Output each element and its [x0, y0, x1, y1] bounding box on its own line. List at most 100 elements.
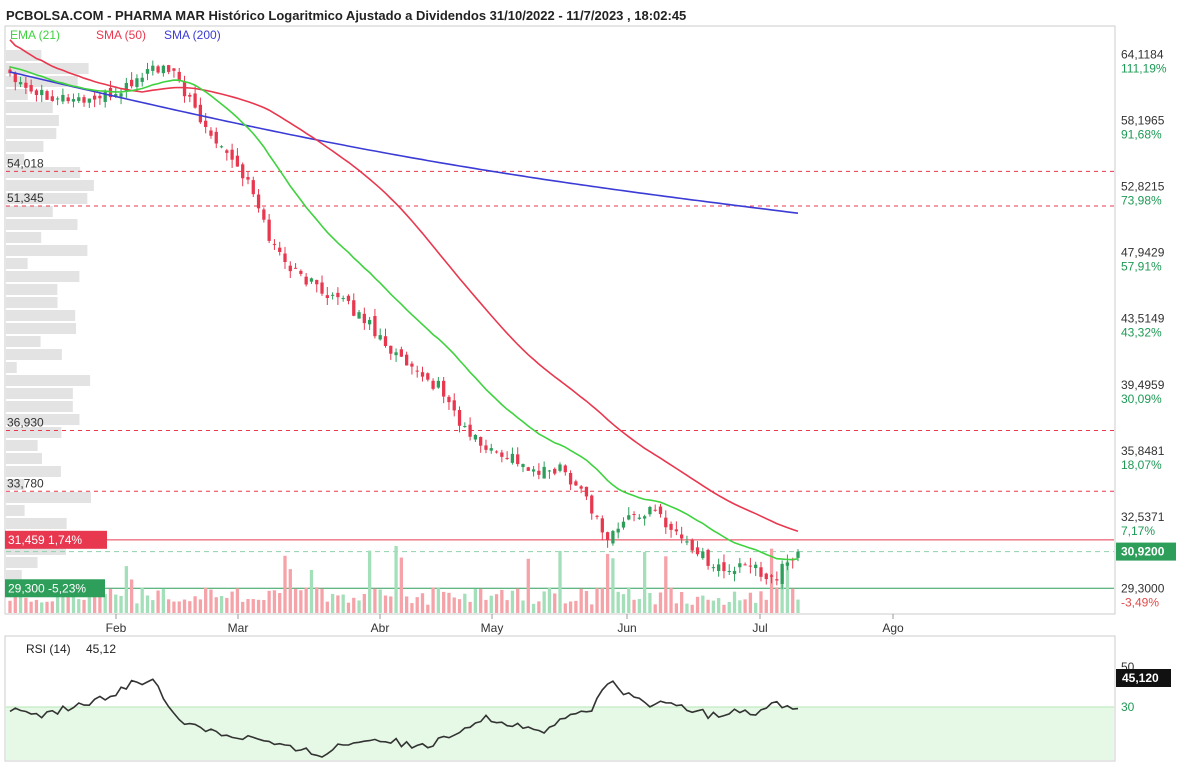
candle[interactable]: [256, 189, 261, 213]
candle[interactable]: [505, 451, 509, 460]
candle[interactable]: [34, 88, 39, 102]
candle[interactable]: [542, 461, 546, 479]
candle[interactable]: [87, 98, 91, 108]
candle[interactable]: [156, 64, 160, 74]
candle[interactable]: [140, 72, 144, 87]
candle[interactable]: [161, 64, 166, 77]
candle[interactable]: [367, 316, 372, 331]
candle[interactable]: [748, 557, 753, 574]
candle[interactable]: [547, 469, 552, 479]
candle[interactable]: [320, 275, 324, 296]
candle[interactable]: [29, 79, 33, 94]
candle[interactable]: [759, 561, 763, 582]
candle[interactable]: [283, 246, 287, 269]
candle[interactable]: [521, 463, 525, 473]
candle[interactable]: [304, 273, 308, 287]
candle[interactable]: [267, 213, 271, 244]
candle[interactable]: [447, 394, 451, 410]
candle[interactable]: [188, 92, 192, 103]
candle[interactable]: [341, 295, 345, 302]
candle[interactable]: [394, 348, 398, 362]
candle[interactable]: [293, 263, 298, 269]
candle[interactable]: [616, 522, 620, 539]
candle[interactable]: [145, 62, 150, 81]
candle[interactable]: [420, 366, 425, 382]
candle[interactable]: [219, 145, 224, 149]
candle[interactable]: [526, 466, 530, 471]
candle[interactable]: [66, 93, 70, 104]
candle[interactable]: [336, 287, 340, 305]
candle[interactable]: [230, 143, 234, 168]
candle[interactable]: [637, 514, 641, 520]
candle[interactable]: [241, 162, 245, 187]
candle[interactable]: [272, 239, 277, 250]
candle[interactable]: [55, 96, 60, 106]
candle[interactable]: [410, 361, 414, 375]
candle[interactable]: [325, 286, 329, 305]
candle[interactable]: [151, 60, 155, 76]
candle[interactable]: [516, 447, 520, 467]
candle[interactable]: [357, 309, 361, 319]
candle[interactable]: [473, 434, 478, 442]
candle[interactable]: [600, 515, 604, 541]
candle[interactable]: [262, 207, 266, 223]
candle[interactable]: [452, 393, 456, 417]
candle[interactable]: [579, 484, 583, 494]
candle[interactable]: [98, 92, 102, 105]
candle[interactable]: [426, 372, 430, 382]
candle[interactable]: [711, 564, 716, 572]
candle[interactable]: [108, 80, 113, 101]
candle[interactable]: [648, 505, 652, 517]
candle[interactable]: [627, 507, 631, 521]
candle[interactable]: [489, 443, 493, 454]
candle[interactable]: [674, 521, 679, 536]
candle[interactable]: [124, 77, 128, 98]
candle[interactable]: [315, 279, 319, 293]
candle[interactable]: [119, 88, 123, 105]
candle[interactable]: [13, 71, 17, 91]
candle[interactable]: [309, 277, 314, 284]
candle[interactable]: [330, 292, 335, 300]
candle[interactable]: [605, 531, 610, 548]
candle[interactable]: [558, 462, 562, 473]
candle[interactable]: [8, 66, 12, 77]
candle[interactable]: [563, 464, 567, 476]
candle[interactable]: [246, 171, 250, 185]
candle[interactable]: [780, 560, 784, 590]
candle[interactable]: [378, 328, 382, 341]
candle[interactable]: [510, 447, 515, 465]
candle[interactable]: [198, 97, 203, 124]
candle[interactable]: [743, 562, 747, 566]
candle[interactable]: [479, 436, 483, 453]
candle[interactable]: [82, 94, 86, 107]
candle[interactable]: [431, 378, 435, 391]
candle[interactable]: [182, 75, 187, 103]
candle[interactable]: [653, 504, 657, 512]
candle[interactable]: [135, 74, 139, 92]
candle[interactable]: [732, 566, 737, 582]
candle[interactable]: [214, 127, 218, 149]
candle[interactable]: [701, 547, 705, 560]
candle[interactable]: [92, 91, 97, 108]
candle[interactable]: [685, 535, 689, 546]
candle[interactable]: [278, 241, 282, 256]
candle[interactable]: [785, 554, 790, 571]
candle[interactable]: [24, 76, 28, 95]
candle[interactable]: [463, 422, 467, 428]
candle[interactable]: [769, 574, 774, 584]
candle[interactable]: [621, 517, 626, 530]
candle[interactable]: [706, 548, 710, 570]
candle[interactable]: [18, 76, 23, 88]
candle[interactable]: [690, 538, 694, 554]
candle[interactable]: [225, 148, 229, 161]
candle[interactable]: [405, 351, 409, 366]
candle[interactable]: [362, 307, 366, 330]
candle[interactable]: [415, 365, 419, 378]
candle[interactable]: [484, 439, 488, 454]
candles[interactable]: [8, 60, 800, 590]
candle[interactable]: [389, 345, 393, 360]
candle[interactable]: [346, 294, 351, 305]
candle[interactable]: [209, 127, 213, 139]
